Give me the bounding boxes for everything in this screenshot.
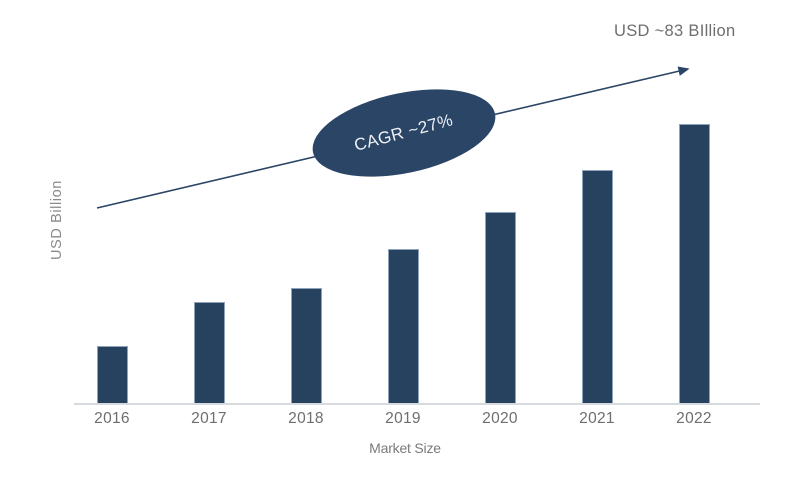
y-axis-title: USD Billion (49, 180, 65, 260)
x-tick-label-2017: 2017 (191, 410, 227, 427)
bar-2020 (485, 212, 516, 404)
bar-2017 (194, 302, 225, 404)
x-tick-label-2018: 2018 (288, 410, 324, 427)
x-tick-label-2020: 2020 (482, 410, 518, 427)
x-axis-line (74, 403, 760, 405)
endpoint-annotation-label: USD ~83 BIllion (614, 22, 736, 40)
bar-2018 (291, 288, 322, 404)
bar-2021 (582, 170, 613, 404)
bar-2016 (97, 346, 128, 404)
x-tick-label-2021: 2021 (579, 410, 615, 427)
bar-2019 (388, 249, 419, 404)
x-tick-label-2016: 2016 (94, 410, 130, 427)
cagr-callout-ellipse: CAGR ~27% (304, 74, 504, 192)
x-tick-label-2022: 2022 (676, 410, 712, 427)
x-axis-title: Market Size (369, 440, 441, 456)
bar-2022 (679, 124, 710, 404)
x-tick-label-2019: 2019 (385, 410, 421, 427)
cagr-callout-label: CAGR ~27% (352, 110, 456, 155)
